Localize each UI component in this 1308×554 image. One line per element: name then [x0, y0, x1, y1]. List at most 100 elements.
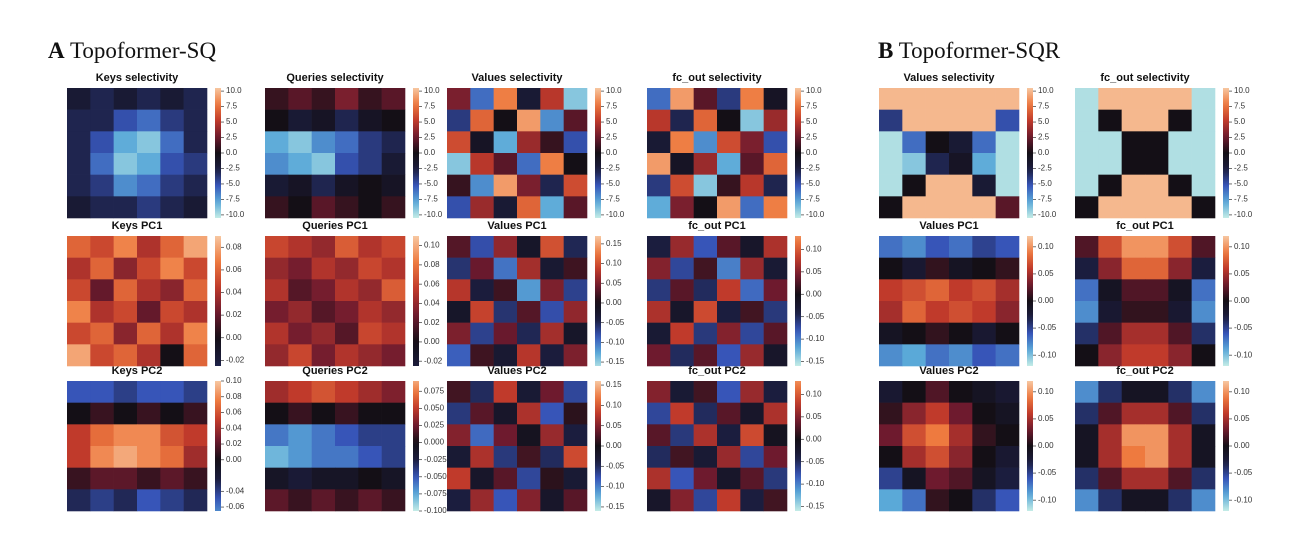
heatmap-cell — [1075, 236, 1099, 258]
heatmap-cell — [1121, 279, 1146, 302]
heatmap-cell — [693, 344, 718, 367]
colorbar-tick-label: 10.0 — [424, 86, 440, 95]
heatmap-cell — [740, 153, 764, 175]
colorbar-tick-label: 10.0 — [606, 86, 622, 95]
colorbar-tick-label: 0.00 — [424, 337, 440, 346]
colorbar-tick-label: 0.00 — [1038, 441, 1054, 450]
heatmap-cell — [67, 153, 91, 175]
heatmap-cell — [1168, 424, 1192, 447]
heatmap-cell — [447, 381, 471, 403]
heatmap-cell — [925, 236, 950, 258]
heatmap-cell — [1075, 257, 1099, 280]
heatmap-cell — [972, 402, 996, 425]
heatmap-cell — [470, 109, 494, 132]
heatmap-cell — [995, 131, 1020, 154]
heatmap-cell — [265, 279, 289, 302]
heatmap-cell — [693, 88, 718, 110]
heatmap-cell — [137, 446, 161, 468]
heatmap-cell — [67, 301, 91, 323]
heatmap-cell — [335, 381, 359, 403]
heatmap-cell — [381, 196, 406, 219]
colorbar-tick-label: 7.5 — [1234, 102, 1246, 111]
heatmap-cell — [670, 196, 694, 219]
heatmap-cell — [1098, 236, 1122, 258]
heatmap-cell — [160, 402, 184, 425]
heatmap-cell — [1145, 344, 1169, 367]
heatmap-cell — [995, 257, 1020, 280]
colorbar-tick-label: 0.0 — [606, 148, 618, 157]
heatmap-cell — [563, 257, 588, 280]
heatmap-cell — [160, 196, 184, 219]
colorbar-tick-label: 0.02 — [226, 310, 242, 319]
heatmap-cell — [717, 174, 741, 197]
heatmap-cell — [763, 344, 788, 367]
heatmap-cell — [381, 467, 406, 490]
heatmap-cell — [1145, 109, 1169, 132]
heatmap-cell — [381, 153, 406, 175]
heatmap-cell — [1191, 279, 1216, 302]
heatmap-cell — [763, 88, 788, 110]
heatmap-cell — [358, 174, 382, 197]
heatmap-cell — [137, 344, 161, 367]
section-heading: A Topoformer-SQ — [48, 38, 216, 63]
heatmap-cell — [717, 131, 741, 154]
heatmap-cell — [647, 446, 671, 468]
section-heading: B Topoformer-SQR — [878, 38, 1061, 63]
heatmap-cell — [925, 88, 950, 110]
heatmap-cell — [540, 196, 564, 219]
heatmap-cell — [358, 153, 382, 175]
heatmap-cell — [493, 467, 518, 490]
heatmap-cell — [517, 257, 541, 280]
heatmap-cell — [1098, 109, 1122, 132]
heatmap-cell — [879, 131, 903, 154]
heatmap-cell — [763, 174, 788, 197]
heatmap-cell — [470, 467, 494, 490]
heatmap-cell — [381, 402, 406, 425]
colorbar-tick-label: 0.0 — [226, 148, 238, 157]
heatmap-cell — [113, 424, 138, 447]
colorbar-tick-label: 0.00 — [1234, 441, 1250, 450]
heatmap-cell — [265, 467, 289, 490]
colorbar-tick-label: -2.5 — [1038, 164, 1052, 173]
heatmap-cell — [447, 153, 471, 175]
heatmap-cell — [647, 424, 671, 447]
heatmap-cell — [288, 446, 312, 468]
panel-title: Values PC2 — [487, 365, 546, 377]
heatmap-cell — [740, 88, 764, 110]
heatmap-cell — [563, 424, 588, 447]
colorbar-tick-label: 7.5 — [1038, 102, 1050, 111]
heatmap-cell — [160, 446, 184, 468]
heatmap-cell — [972, 88, 996, 110]
heatmap-cell — [137, 257, 161, 280]
heatmap-cell — [447, 88, 471, 110]
heatmap-cell — [447, 344, 471, 367]
heatmap-cell — [925, 279, 950, 302]
heatmap-cell — [647, 257, 671, 280]
heatmap-cell — [137, 109, 161, 132]
heatmap-cell — [925, 257, 950, 280]
heatmap-cell — [265, 196, 289, 219]
heatmap-cell — [902, 109, 926, 132]
heatmap-cell — [1075, 424, 1099, 447]
heatmap-cell — [693, 424, 718, 447]
heatmap-cell — [949, 279, 973, 302]
colorbar-tick-label: 10.0 — [226, 86, 242, 95]
heatmap-cell — [879, 402, 903, 425]
heatmap-cell — [763, 109, 788, 132]
heatmap-cell — [265, 381, 289, 403]
heatmap-cell — [113, 402, 138, 425]
heatmap-cell — [447, 279, 471, 302]
colorbar-tick-label: -0.04 — [226, 486, 245, 495]
heatmap-cell — [693, 446, 718, 468]
colorbar-tick-label: 0.08 — [226, 242, 242, 251]
heatmap-cell — [563, 279, 588, 302]
heatmap-cell — [113, 153, 138, 175]
heatmap-cell — [1191, 467, 1216, 490]
heatmap-cell — [693, 301, 718, 323]
heatmap-cell — [949, 467, 973, 490]
heatmap-cell — [470, 131, 494, 154]
heatmap-cell — [879, 344, 903, 367]
colorbar-tick-label: 0.0 — [424, 148, 436, 157]
heatmap-cell — [1121, 131, 1146, 154]
heatmap-cell — [949, 153, 973, 175]
